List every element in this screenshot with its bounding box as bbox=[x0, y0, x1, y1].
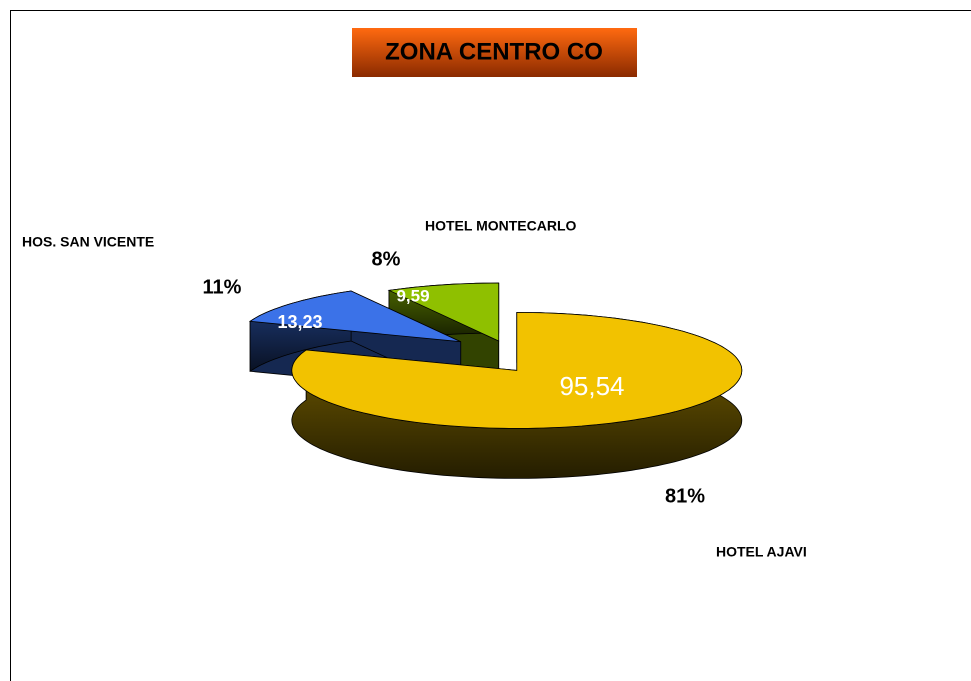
labels: HOTEL AJAVI 81% 95,54 HOS. SAN VICENTE 11% 13… bbox=[22, 218, 807, 560]
slice-top bbox=[291, 311, 743, 429]
category-label: HOS. SAN VICENTE bbox=[22, 234, 154, 250]
percent-label: 8% bbox=[372, 248, 401, 270]
category-label: HOTEL AJAVI bbox=[716, 544, 807, 560]
slice bbox=[291, 311, 743, 479]
title-box bbox=[352, 28, 637, 77]
percent-label: 11% bbox=[203, 276, 242, 298]
percent-label: 81% bbox=[665, 485, 705, 507]
chart-title: ZONA CENTRO CO bbox=[385, 38, 603, 65]
value-label: 13,23 bbox=[277, 312, 322, 332]
category-label: HOTEL MONTECARLO bbox=[425, 218, 577, 234]
slice-top bbox=[387, 282, 500, 342]
value-label: 9,59 bbox=[396, 286, 429, 305]
value-label: 95,54 bbox=[559, 371, 624, 401]
slice-top bbox=[248, 290, 461, 343]
pie bbox=[248, 282, 743, 479]
